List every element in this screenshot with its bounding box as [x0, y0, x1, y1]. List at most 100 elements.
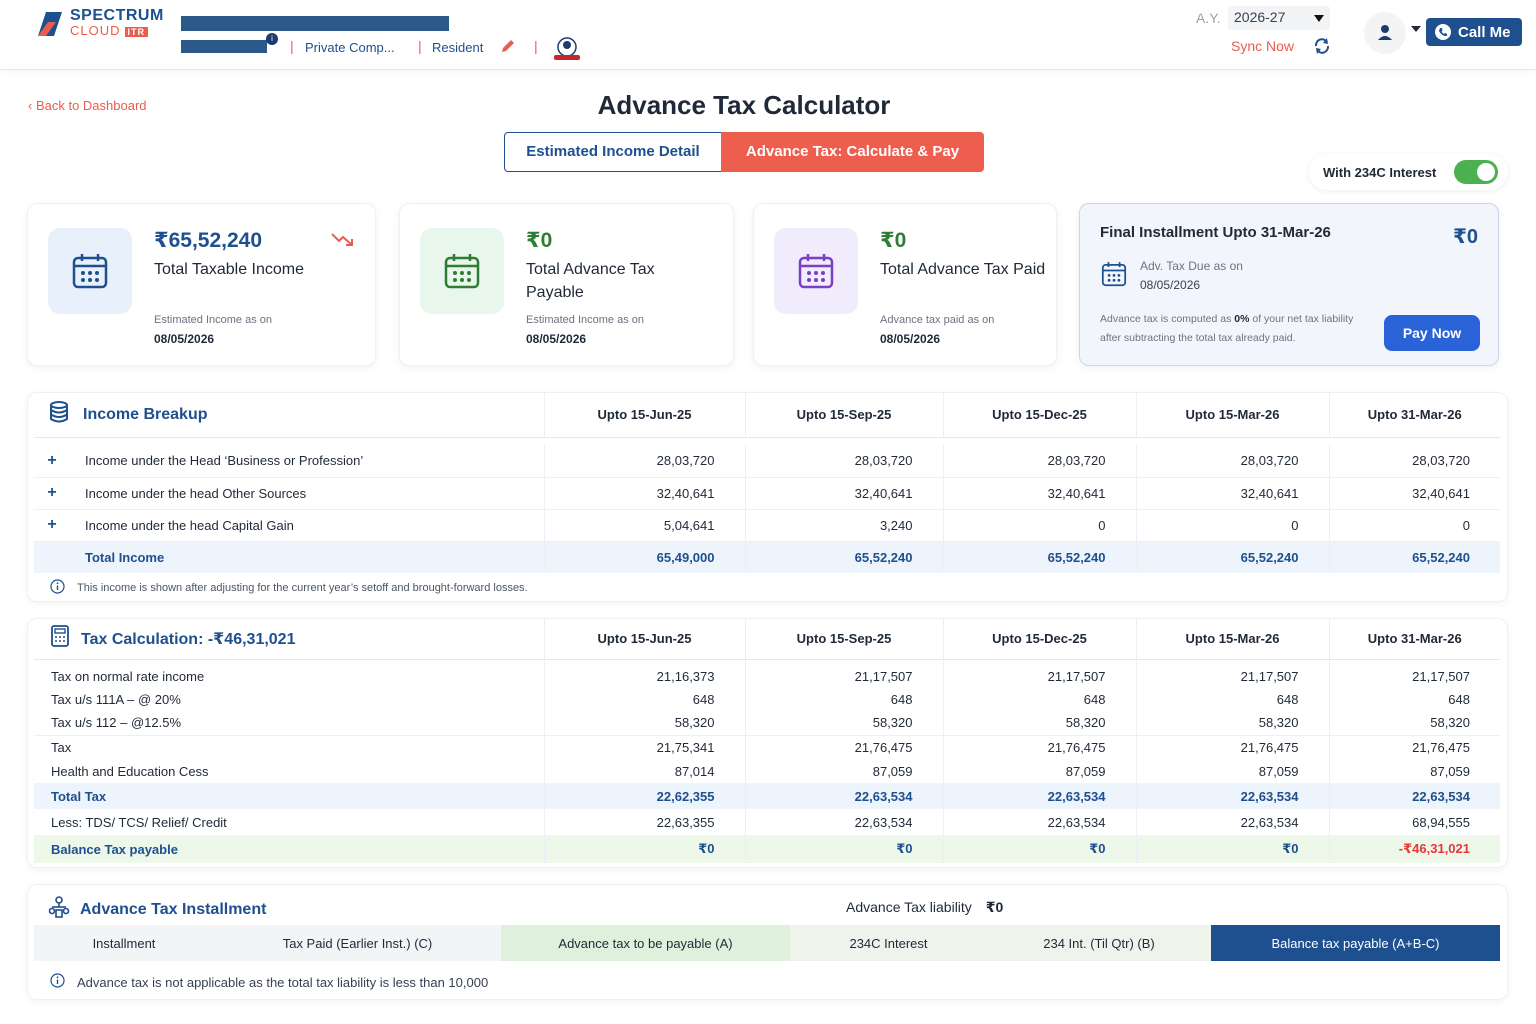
column-header: Upto 15-Dec-25 — [942, 393, 1136, 438]
cell: 28,03,720 — [543, 445, 745, 478]
pay-now-button[interactable]: Pay Now — [1384, 315, 1480, 351]
advance-tax-liability: Advance Tax liability ₹0 — [846, 899, 1003, 916]
calendar-icon — [1100, 260, 1128, 293]
refresh-icon[interactable] — [1313, 37, 1331, 55]
card-title: Total Taxable Income — [154, 261, 305, 278]
cell: 22,63,534 — [744, 783, 943, 809]
table-row: Health and Education Cess 87,014 87,059 … — [34, 759, 1500, 783]
cell: ₹0 — [1135, 835, 1329, 863]
income-tax-emblem-icon[interactable] — [550, 36, 584, 67]
row-label: Tax u/s 111A – @ 20% — [51, 691, 181, 707]
logo-mark-icon — [36, 10, 64, 38]
row-label: Total Tax — [34, 783, 544, 809]
tab-advance-tax-calculate-pay[interactable]: Advance Tax: Calculate & Pay — [721, 132, 984, 172]
cell: -₹46,31,021 — [1328, 835, 1500, 863]
income-breakup-panel: Income Breakup Upto 15-Jun-25 Upto 15-Se… — [27, 392, 1508, 602]
due-date: 08/05/2026 — [1140, 278, 1201, 292]
cell: 22,63,534 — [942, 783, 1136, 809]
cell: 21,17,507 — [942, 659, 1136, 687]
cell: 32,40,641 — [1135, 477, 1329, 510]
advance-tax-installment-panel: Advance Tax Installment Advance Tax liab… — [27, 884, 1508, 1000]
cell: ₹0 — [543, 835, 745, 863]
table-row: + Income under the head Other Sources 32… — [34, 477, 1500, 510]
income-note-text: This income is shown after adjusting for… — [77, 582, 528, 594]
cell: 22,63,355 — [543, 809, 745, 835]
expand-plus-icon[interactable]: + — [34, 445, 70, 478]
table-row: Tax u/s 112 – @12.5% 58,320 58,320 58,32… — [34, 711, 1500, 735]
cell: 28,03,720 — [942, 445, 1136, 478]
column-header: Upto 15-Mar-26 — [1135, 619, 1329, 659]
company-type-link[interactable]: Private Comp... — [305, 40, 395, 55]
cell: 21,76,475 — [744, 734, 943, 759]
card-subtitle: Estimated Income as on — [526, 314, 645, 326]
expand-plus-icon[interactable]: + — [34, 477, 70, 510]
expand-plus-icon[interactable]: + — [34, 509, 70, 542]
edit-pencil-icon[interactable] — [500, 38, 516, 59]
cell: 22,63,534 — [942, 809, 1136, 835]
cell: 22,63,534 — [1328, 783, 1500, 809]
234c-interest-toggle-container: With 234C Interest — [1309, 154, 1508, 190]
card-amount: ₹0 — [880, 229, 907, 252]
table-row: + Income under the Head ‘Business or Pro… — [34, 445, 1500, 478]
calendar-icon — [420, 228, 504, 314]
cell: 648 — [1135, 687, 1329, 711]
call-me-button[interactable]: Call Me — [1426, 18, 1522, 46]
column-header: Upto 15-Jun-25 — [543, 619, 745, 659]
total-taxable-income-card: ₹65,52,240 Total Taxable Income Estimate… — [27, 203, 376, 366]
installment-title-group: Advance Tax Installment — [48, 896, 266, 923]
row-label: Less: TDS/ TCS/ Relief/ Credit — [51, 814, 227, 830]
page-title: Advance Tax Calculator — [597, 90, 891, 120]
cell: 0 — [1135, 509, 1329, 542]
card-date: 08/05/2026 — [880, 332, 941, 346]
income-note: This income is shown after adjusting for… — [50, 579, 528, 597]
income-breakup-title: Income Breakup — [83, 405, 208, 423]
calendar-icon — [48, 228, 132, 314]
info-icon[interactable]: i — [266, 33, 278, 45]
spectrum-logo[interactable]: SPECTRUM CLOUD ITR — [36, 8, 164, 39]
call-me-label: Call Me — [1458, 23, 1511, 41]
calendar-icon — [774, 228, 858, 314]
card-date: 08/05/2026 — [526, 332, 587, 346]
cell: 58,320 — [744, 711, 943, 735]
sync-now-link[interactable]: Sync Now — [1231, 38, 1295, 54]
column-header: Upto 15-Jun-25 — [543, 393, 745, 438]
assessment-year-select[interactable]: 2026-27 — [1228, 6, 1330, 30]
card-subtitle: Advance tax paid as on — [880, 314, 995, 326]
234c-interest-toggle[interactable] — [1454, 160, 1498, 184]
back-to-dashboard-link[interactable]: ‹ Back to Dashboard — [28, 98, 147, 113]
cell: 65,49,000 — [543, 541, 745, 573]
cell: 21,76,475 — [1135, 734, 1329, 759]
liability-value: ₹0 — [985, 899, 1004, 915]
people-hierarchy-icon — [48, 896, 70, 923]
final-installment-amount: ₹0 — [1452, 226, 1478, 248]
cell: 21,16,373 — [543, 659, 745, 687]
tax-calculation-panel: Tax Calculation: -₹46,31,021 Upto 15-Jun… — [27, 618, 1508, 868]
due-label: Adv. Tax Due as on — [1140, 259, 1243, 273]
final-installment-card: Final Installment Upto 31-Mar-26 ₹0 Adv.… — [1079, 203, 1499, 366]
tab-estimated-income-detail[interactable]: Estimated Income Detail — [504, 132, 722, 172]
cell: 65,52,240 — [1328, 541, 1500, 573]
logo-badge: ITR — [124, 27, 149, 37]
tax-calculation-title: Tax Calculation: -₹46,31,021 — [81, 630, 296, 648]
column-header: Tax Paid (Earlier Inst.) (C) — [214, 925, 501, 961]
ay-label: A.Y. — [1196, 10, 1221, 26]
user-avatar[interactable] — [1364, 12, 1406, 54]
cell: 87,059 — [744, 759, 943, 783]
cell: 21,76,475 — [942, 734, 1136, 759]
row-label: Tax u/s 112 – @12.5% — [51, 715, 182, 731]
logo-text-top: SPECTRUM — [70, 7, 164, 24]
row-label: Income under the head Capital Gain — [70, 509, 544, 542]
user-menu-chevron-icon[interactable] — [1411, 26, 1421, 32]
cell: 648 — [543, 687, 745, 711]
cell: 22,63,534 — [744, 809, 943, 835]
cell: 28,03,720 — [744, 445, 943, 478]
divider: | — [534, 38, 538, 54]
less-credits-row: Less: TDS/ TCS/ Relief/ Credit 22,63,355… — [34, 809, 1500, 835]
logo-text-bottom: CLOUD — [70, 23, 121, 38]
cell: 21,75,341 — [543, 734, 745, 759]
residency-link[interactable]: Resident — [432, 40, 484, 55]
column-header: Upto 15-Sep-25 — [744, 393, 943, 438]
divider: | — [290, 38, 294, 54]
cell: ₹0 — [744, 835, 943, 863]
cell: 65,52,240 — [942, 541, 1136, 573]
